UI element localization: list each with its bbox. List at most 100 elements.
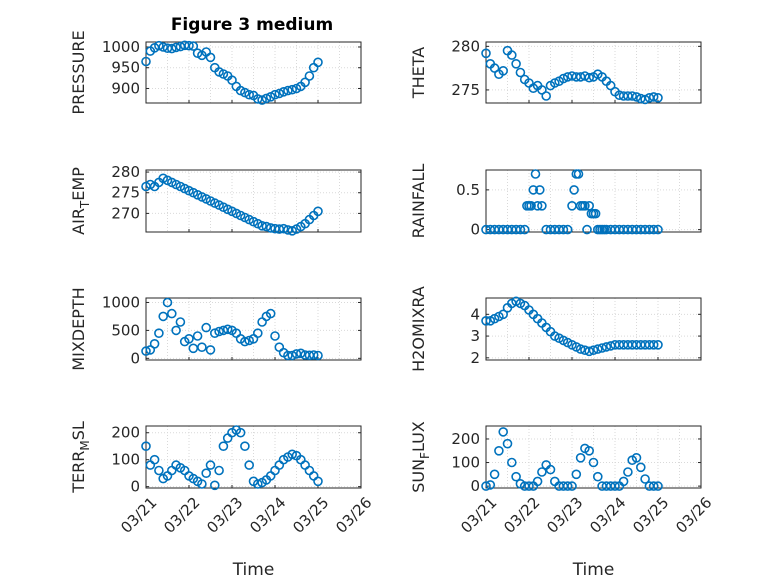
data-point — [511, 58, 521, 69]
y-tick-label: 0.5 — [456, 181, 480, 199]
data-point — [498, 309, 509, 320]
x-tick-label: 03/23 — [203, 494, 246, 537]
y-axis-label: TERRMSL — [69, 421, 92, 494]
data-point — [562, 481, 573, 491]
data-point — [541, 91, 552, 101]
data-point — [573, 169, 584, 179]
data-point — [601, 342, 612, 352]
data-point — [149, 338, 160, 349]
y-tick-label: 280 — [451, 37, 480, 55]
figure-title: Figure 3 medium — [171, 15, 333, 35]
data-point — [201, 322, 211, 333]
data-point — [141, 441, 151, 452]
data-point — [489, 469, 500, 480]
data-point — [530, 169, 541, 179]
data-point — [610, 481, 620, 491]
x-tick-label: 03/26 — [332, 494, 375, 537]
data-point — [188, 41, 199, 51]
data-point — [214, 465, 224, 476]
data-point — [283, 85, 293, 96]
data-point — [278, 223, 289, 234]
y-tick-label: 1000 — [102, 293, 140, 311]
x-tick-label: 03/23 — [543, 494, 586, 537]
data-point — [274, 460, 285, 470]
data-point — [653, 339, 663, 350]
data-point — [498, 427, 509, 437]
data-point — [648, 92, 659, 102]
data-point — [270, 465, 280, 476]
data-point — [244, 460, 254, 470]
axes-box — [145, 297, 362, 361]
x-tick-label: 03/21 — [117, 494, 160, 537]
x-tick-label: 03/24 — [586, 494, 629, 537]
subplot-rainfall: 0 0.5 RAINFALL — [409, 164, 702, 239]
y-axis-label: THETA — [409, 47, 428, 99]
data-point — [545, 464, 556, 475]
data-point — [149, 454, 160, 465]
data-point — [227, 75, 237, 85]
data-point — [562, 224, 573, 235]
x-tick-label: 03/21 — [457, 494, 500, 537]
data-point — [588, 345, 599, 356]
data-point — [653, 224, 663, 235]
data-point — [549, 78, 560, 88]
data-point — [274, 342, 285, 353]
subplot-mixdepth: 0 500 1000 MIXDEPTH — [69, 287, 362, 371]
y-axis-label: H2OMIXRA — [409, 286, 428, 372]
data-point — [244, 89, 254, 100]
x-tick-label: 03/24 — [246, 494, 289, 537]
data-point — [485, 480, 496, 490]
data-point — [635, 462, 646, 473]
data-point — [171, 42, 181, 53]
data-point — [569, 185, 579, 195]
data-point — [175, 317, 186, 327]
data-point — [261, 93, 272, 104]
data-point — [270, 331, 280, 341]
data-point — [270, 89, 280, 100]
y-tick-label: 280 — [111, 163, 140, 181]
y-tick-label: 0 — [470, 221, 480, 239]
y-tick-label: 0 — [130, 478, 140, 496]
data-point — [167, 308, 177, 319]
data-point — [240, 441, 250, 452]
x-axis-label: Time — [232, 560, 275, 580]
data-point — [158, 42, 168, 52]
data-point — [481, 48, 491, 59]
axes-box — [145, 169, 362, 233]
data-point — [184, 333, 194, 344]
data-point — [205, 52, 216, 63]
data-point — [300, 460, 310, 470]
subplot-air-temp: 270 275 280 AIRTEMP — [69, 163, 362, 236]
data-point — [210, 480, 220, 491]
data-point — [313, 206, 323, 217]
y-tick-label: 4 — [470, 305, 480, 323]
data-point — [511, 471, 521, 482]
x-axis-label: Time — [572, 560, 615, 580]
data-point — [597, 343, 607, 353]
data-point — [519, 224, 530, 235]
data-point — [528, 185, 539, 195]
data-point — [537, 467, 547, 477]
data-point — [618, 476, 629, 487]
data-point — [506, 457, 517, 468]
y-axis-label: RAINFALL — [409, 164, 428, 239]
axes-box — [485, 41, 702, 104]
data-point — [623, 467, 633, 477]
x-tick-label: 03/22 — [160, 494, 203, 537]
subplot-sun-flux: 0 100 200 03/21 03/22 03/23 03/24 03/25 03/26 Tim… — [409, 421, 715, 580]
subplot-terr-msl: 0 100 200 03/21 03/22 03/23 03/24 03/25 03/26 Tim… — [69, 421, 375, 580]
data-point — [218, 441, 229, 452]
subplot-theta: 275 280 THETA — [409, 37, 702, 105]
data-point — [582, 224, 592, 235]
data-point — [571, 469, 582, 480]
y-axis-label: PRESSURE — [69, 30, 88, 114]
data-point — [640, 474, 650, 484]
data-point — [154, 465, 164, 476]
data-point — [201, 468, 211, 479]
data-point — [158, 311, 168, 322]
data-point — [592, 471, 603, 482]
data-point — [494, 445, 504, 456]
y-tick-label: 1000 — [102, 38, 140, 56]
axes-box — [485, 169, 702, 233]
data-point — [252, 328, 263, 339]
